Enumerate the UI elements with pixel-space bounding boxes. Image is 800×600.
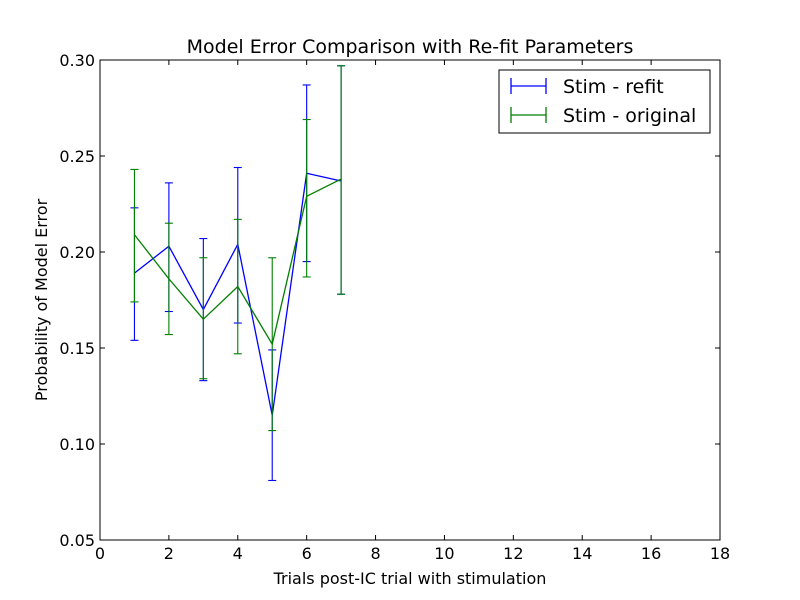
x-tick-label: 6 [302, 544, 312, 563]
axes-layer: 0 2 4 6 8 10 12 14 16 18 0.05 0.10 0.15 0.20 0.25 0.30 [59, 51, 730, 563]
x-tick-label: 14 [572, 544, 592, 563]
y-axis-label: Probability of Model Error [32, 198, 51, 401]
series-layer [130, 65, 346, 482]
legend-entry-stim-refit: Stim - refit [510, 76, 664, 98]
x-axis-label: Trials post-IC trial with stimulation [273, 569, 547, 588]
x-tick-label: 12 [503, 544, 523, 563]
y-tick-label: 0.25 [59, 147, 95, 166]
y-tick-label: 0.20 [59, 243, 95, 262]
series-1-group [130, 65, 346, 432]
x-tick-label: 2 [164, 544, 174, 563]
legend-entry-stim-original: Stim - original [510, 105, 696, 127]
x-tick-label: 10 [434, 544, 454, 563]
legend: Stim - refit Stim - original [498, 69, 711, 134]
y-tick-label: 0.05 [59, 531, 95, 550]
series-line [133, 178, 342, 346]
legend-label-stim-refit: Stim - refit [563, 76, 664, 98]
legend-label-stim-original: Stim - original [563, 105, 696, 127]
x-tick-label: 0 [95, 544, 105, 563]
x-tick-label: 18 [710, 544, 730, 563]
y-tick-label: 0.30 [59, 51, 95, 70]
y-tick-label: 0.10 [59, 435, 95, 454]
x-tick-label: 8 [370, 544, 380, 563]
y-tick-label: 0.15 [59, 339, 95, 358]
x-tick-label: 4 [233, 544, 243, 563]
legend-box [498, 69, 711, 134]
x-tick-label: 16 [641, 544, 661, 563]
plot-frame [99, 59, 721, 541]
chart-title: Model Error Comparison with Re-fit Param… [187, 36, 634, 58]
